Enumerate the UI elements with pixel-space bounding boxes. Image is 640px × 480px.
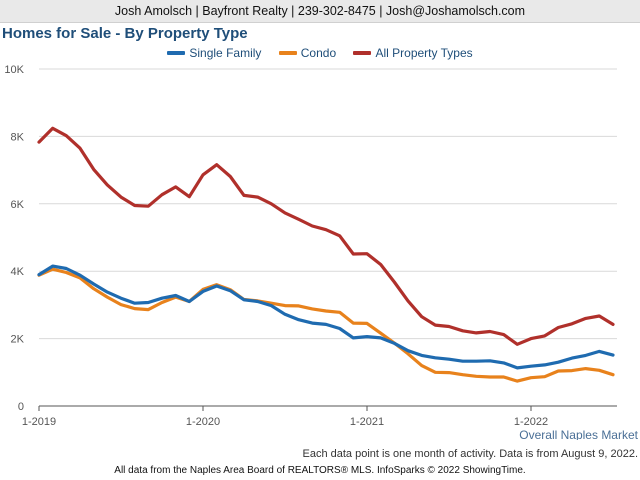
line-chart: 0 2K 4K 6K 8K 10K 1-2019 1-2020 1-2021 1-2022Over…: [4, 64, 638, 440]
contact-header-bar: Josh Amolsch | Bayfront Realty | 239-302…: [0, 0, 640, 23]
chart-subtitle: Overall Naples Market: [519, 428, 638, 440]
x-tick-label: 1-2020: [186, 416, 220, 428]
x-tick-label: 1-2019: [22, 416, 56, 428]
legend-label-condo: Condo: [300, 46, 337, 61]
y-tick-label: 10K: [4, 64, 24, 76]
chart-legend: Single Family Condo All Property Types: [0, 45, 640, 61]
legend-item-condo: Condo: [278, 45, 337, 61]
legend-item-all-property-types: All Property Types: [353, 45, 473, 61]
legend-item-single-family: Single Family: [167, 45, 261, 60]
x-tick-label: 1-2021: [350, 416, 384, 428]
legend-swatch-all-property-types: [353, 51, 372, 56]
legend-swatch-single-family: [167, 51, 186, 56]
series-line-single-family: [37, 264, 615, 370]
y-tick-label: 0: [18, 401, 24, 413]
y-tick-label: 4K: [11, 266, 25, 278]
chart-title: Homes for Sale - By Property Type: [2, 25, 248, 42]
y-tick-label: 2K: [11, 334, 25, 346]
contact-info: Josh Amolsch | Bayfront Realty | 239-302…: [114, 4, 526, 18]
x-tick-label: 1-2022: [514, 416, 548, 428]
footer-credit: All data from the Naples Area Board of R…: [114, 465, 526, 476]
legend-swatch-condo: [278, 51, 297, 56]
legend-label-all-property-types: All Property Types: [375, 46, 473, 61]
series-line-all-property-types: [37, 126, 615, 346]
data-note: Each data point is one month of activity…: [302, 448, 638, 460]
series-line-condo: [37, 267, 615, 383]
y-tick-label: 8K: [11, 131, 25, 143]
y-tick-label: 6K: [11, 199, 25, 211]
legend-label-single-family: Single Family: [189, 46, 262, 61]
